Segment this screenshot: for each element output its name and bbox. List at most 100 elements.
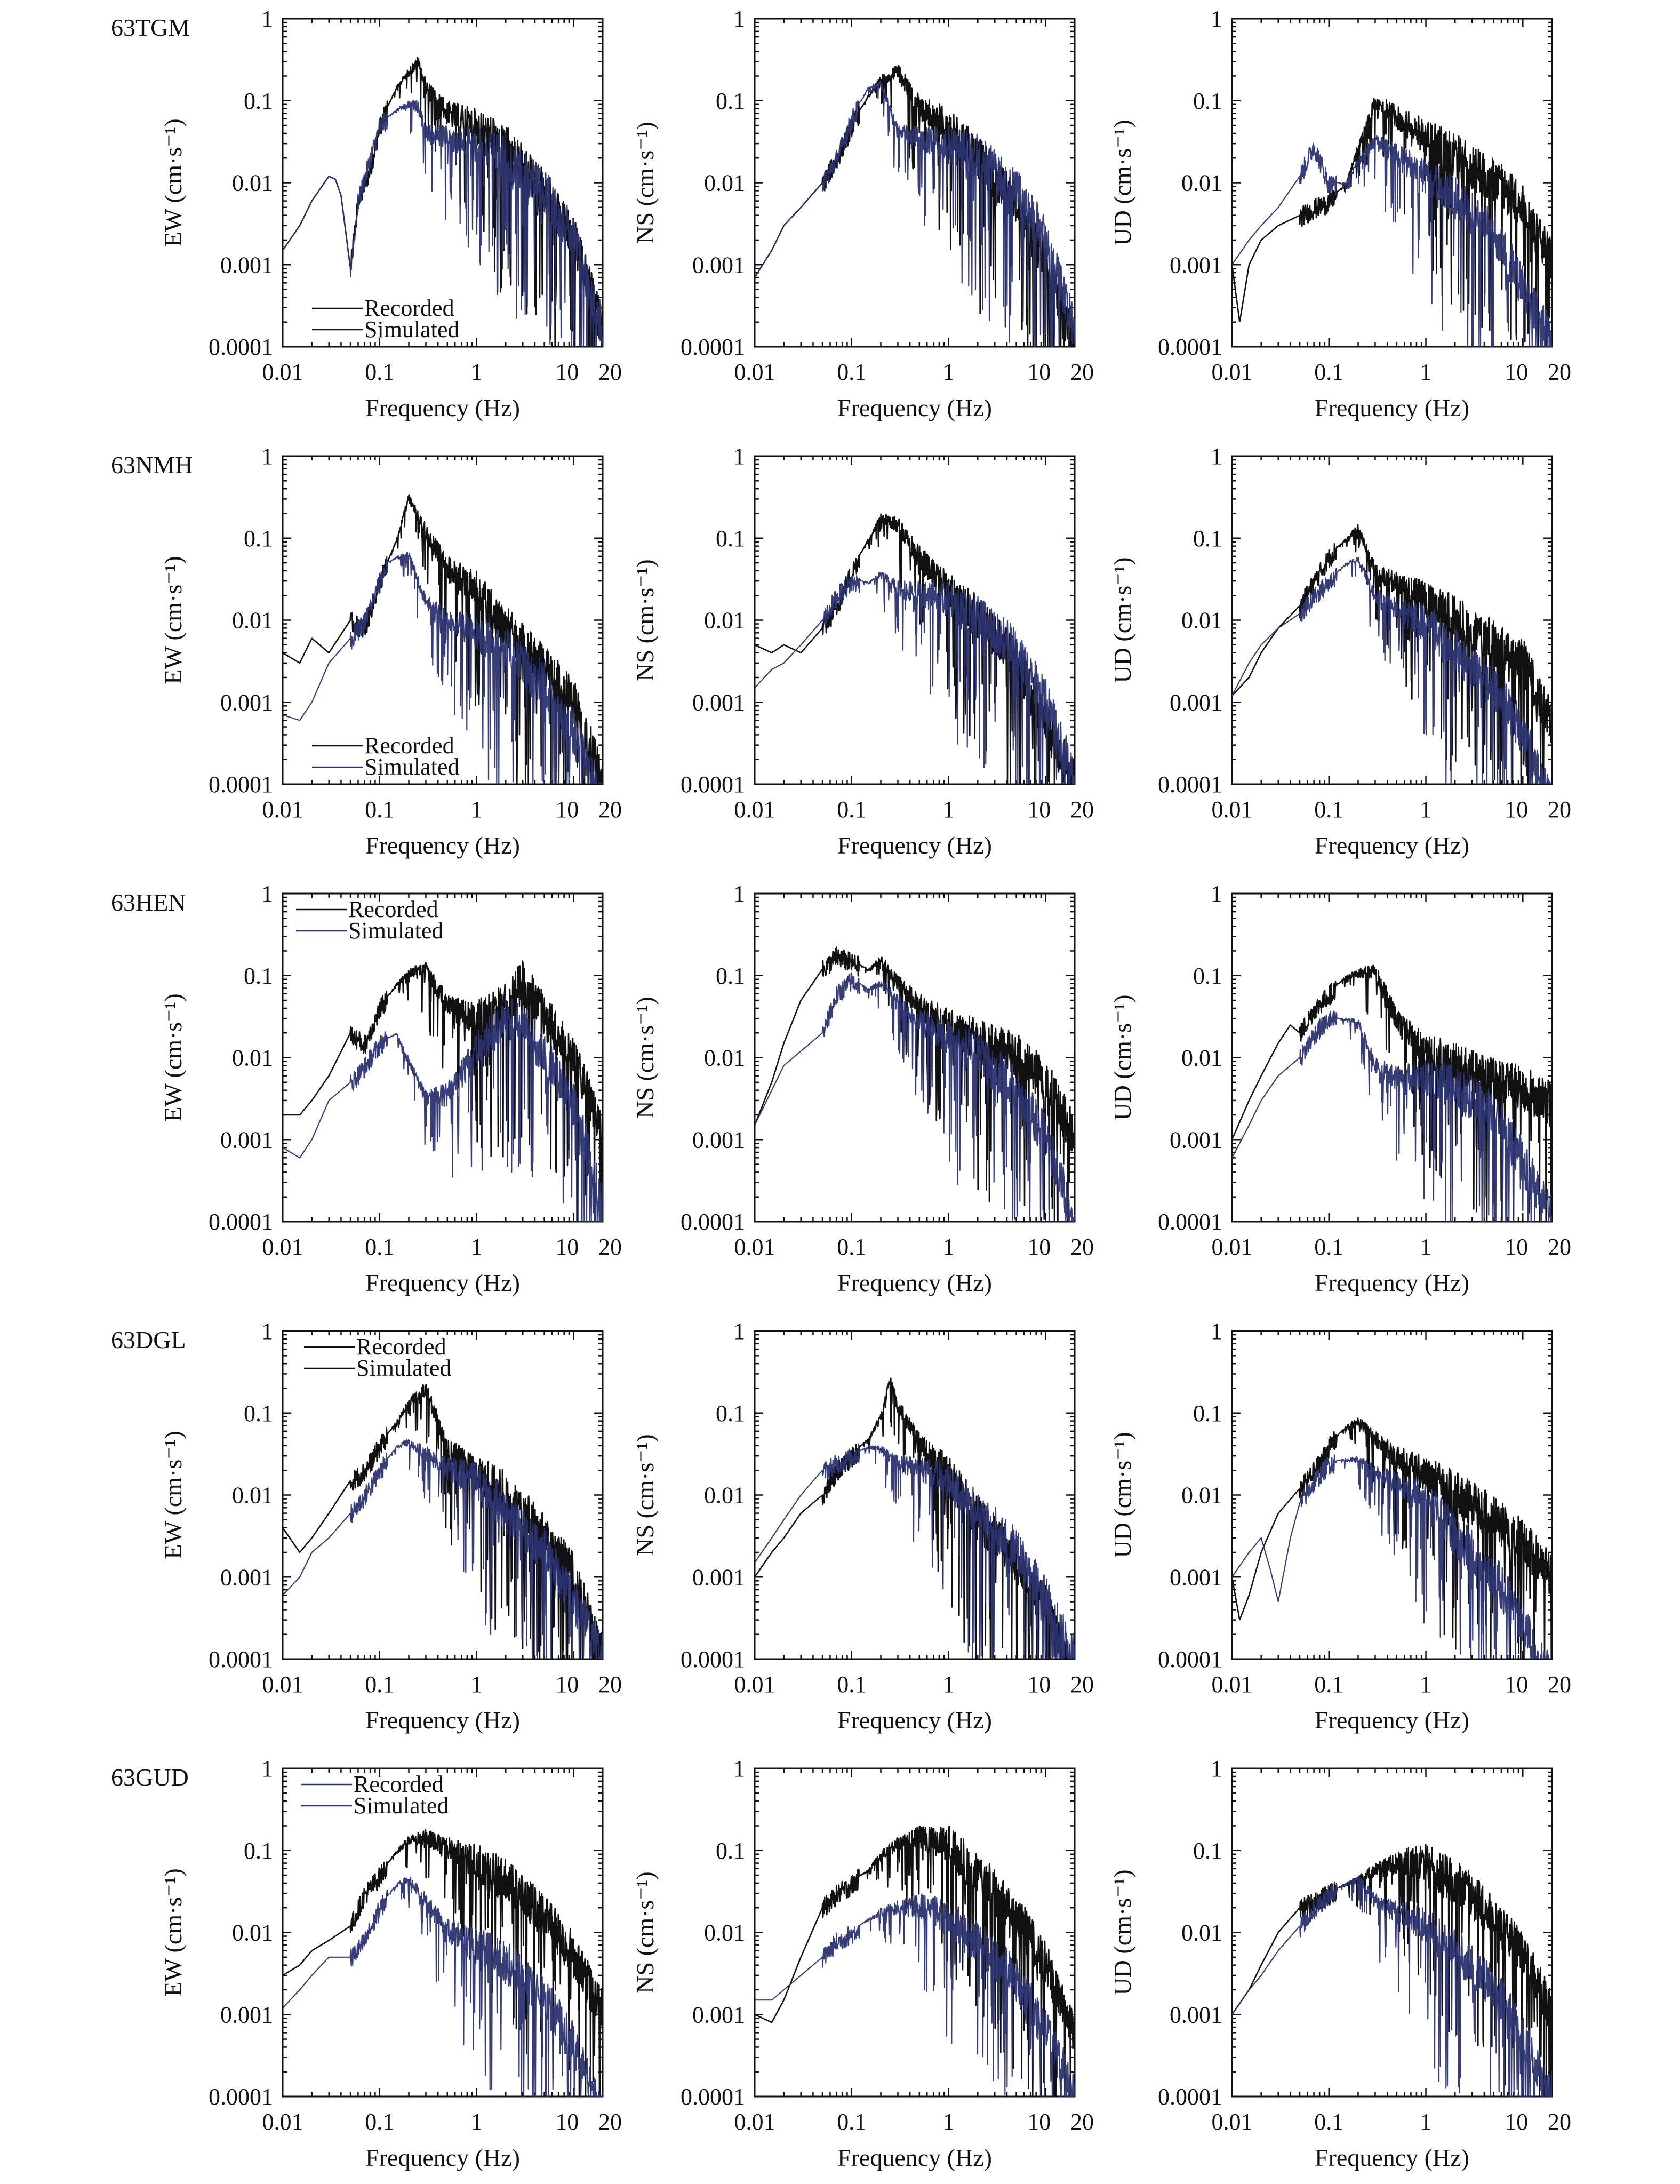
y-tick-label: 0.001: [692, 1564, 745, 1590]
x-tick-label: 0.01: [1212, 1671, 1253, 1697]
y-tick-label: 1: [733, 881, 745, 907]
x-tick-label: 0.01: [1212, 2109, 1253, 2135]
plot-area: [1232, 964, 1552, 1222]
spectrum-panel-63tgm-ew: 0.01 0.1 1 10 20 0.0001 0.001 0.01 0.1 1 Frequency…: [111, 6, 622, 421]
x-tick-label: 1: [943, 1671, 955, 1697]
x-tick-label: 0.01: [262, 359, 303, 385]
x-axis-label: Frequency (Hz): [837, 1707, 992, 1734]
x-tick-label: 0.01: [262, 796, 303, 823]
x-tick-label: 1: [943, 2109, 955, 2135]
series-line-simulated: [1232, 1010, 1552, 1222]
x-tick-label: 1: [943, 796, 955, 823]
y-axis-label: EW (cm·s⁻¹): [159, 993, 187, 1121]
x-tick-label: 0.01: [734, 1234, 775, 1260]
x-tick-label: 20: [598, 2109, 622, 2135]
legend-label-simulated: Simulated: [356, 1355, 451, 1381]
legend-label-recorded: Recorded: [356, 1334, 446, 1360]
x-tick-label: 10: [1505, 359, 1528, 385]
plot-area: [283, 960, 603, 1222]
y-tick-label: 0.01: [704, 170, 745, 196]
y-tick-label: 0.1: [716, 1838, 745, 1864]
plot-area: [283, 1829, 603, 2097]
series-line-recorded: [755, 946, 1075, 1222]
y-tick-label: 0.01: [1181, 1920, 1222, 1946]
y-tick-label: 0.0001: [209, 334, 273, 360]
spectrum-panel-63hen-ud: 0.01 0.1 1 10 20 0.0001 0.001 0.01 0.1 1 Frequency…: [1109, 881, 1571, 1296]
y-axis-label: EW (cm·s⁻¹): [159, 1431, 187, 1559]
y-tick-label: 0.1: [1193, 88, 1222, 114]
series-line-simulated: [755, 80, 1075, 347]
y-tick-label: 1: [1211, 443, 1222, 469]
x-tick-label: 0.1: [365, 2109, 394, 2135]
x-axis-label: Frequency (Hz): [365, 1269, 520, 1296]
y-axis-label: NS (cm·s⁻¹): [631, 122, 659, 243]
spectrum-panel-63tgm-ns: 0.01 0.1 1 10 20 0.0001 0.001 0.01 0.1 1 Frequency…: [631, 6, 1094, 421]
plot-area: [755, 513, 1075, 784]
y-tick-label: 0.0001: [1158, 1209, 1222, 1235]
y-tick-label: 1: [261, 1318, 273, 1344]
plot-area: [1232, 1844, 1552, 2097]
x-tick-label: 10: [555, 2109, 579, 2135]
x-tick-label: 20: [598, 1234, 622, 1260]
spectrum-panel-63gud-ew: 0.01 0.1 1 10 20 0.0001 0.001 0.01 0.1 1 Frequency…: [111, 1756, 622, 2171]
y-tick-label: 1: [261, 443, 273, 469]
plot-area: [755, 1377, 1075, 1659]
x-tick-label: 1: [471, 359, 483, 385]
y-tick-label: 0.0001: [681, 1209, 745, 1235]
series-line-simulated: [755, 1893, 1075, 2097]
series-line-simulated: [283, 1876, 603, 2097]
y-tick-label: 0.1: [1193, 525, 1222, 552]
spectrum-panel-63nmh-ew: 0.01 0.1 1 10 20 0.0001 0.001 0.01 0.1 1 Frequency…: [111, 443, 622, 859]
series-line-recorded: [755, 1826, 1075, 2097]
x-axis-label: Frequency (Hz): [837, 1269, 992, 1296]
x-tick-label: 20: [1548, 1234, 1571, 1260]
x-tick-label: 0.1: [1314, 359, 1343, 385]
x-tick-label: 0.01: [1212, 796, 1253, 823]
y-tick-label: 1: [261, 881, 273, 907]
x-tick-label: 0.1: [837, 796, 866, 823]
plot-frame: [1231, 892, 1553, 1223]
y-tick-label: 1: [1211, 1756, 1222, 1782]
y-tick-label: 0.0001: [1158, 2084, 1222, 2110]
y-tick-label: 0.1: [1193, 963, 1222, 989]
x-tick-label: 20: [1070, 2109, 1094, 2135]
x-tick-label: 0.01: [262, 1234, 303, 1260]
legend-label-recorded: Recorded: [354, 1771, 444, 1797]
x-tick-label: 0.1: [837, 1234, 866, 1260]
series-line-recorded: [283, 494, 603, 784]
x-tick-label: 0.1: [837, 1671, 866, 1697]
legend-label-simulated: Simulated: [364, 316, 459, 342]
series-line-recorded: [283, 1829, 603, 2097]
y-tick-label: 0.1: [716, 525, 745, 552]
y-tick-label: 0.001: [220, 1564, 273, 1590]
x-tick-label: 0.1: [365, 1671, 394, 1697]
y-tick-label: 0.01: [232, 1482, 273, 1509]
y-tick-label: 0.0001: [681, 2084, 745, 2110]
x-axis-label: Frequency (Hz): [837, 2144, 992, 2171]
x-tick-label: 0.1: [837, 359, 866, 385]
series-line-simulated: [1232, 556, 1552, 784]
x-tick-label: 0.1: [365, 796, 394, 823]
y-tick-label: 1: [261, 6, 273, 32]
y-tick-label: 0.0001: [1158, 771, 1222, 798]
x-tick-label: 0.1: [365, 359, 394, 385]
y-tick-label: 0.1: [716, 963, 745, 989]
y-tick-label: 1: [1211, 1318, 1222, 1344]
x-axis-label: Frequency (Hz): [1315, 1269, 1469, 1296]
y-tick-label: 0.001: [1170, 2002, 1222, 2028]
plot-area: [1232, 98, 1552, 347]
series-line-recorded: [755, 1377, 1075, 1659]
x-tick-label: 20: [598, 796, 622, 823]
series-line-simulated: [755, 571, 1075, 784]
series-line-simulated: [755, 972, 1075, 1222]
station-label: 63HEN: [111, 889, 186, 916]
x-tick-label: 20: [1070, 359, 1094, 385]
x-tick-label: 0.1: [1314, 2109, 1343, 2135]
y-tick-label: 0.01: [704, 608, 745, 634]
x-tick-label: 10: [1027, 1671, 1051, 1697]
x-tick-label: 1: [943, 359, 955, 385]
x-tick-label: 20: [1548, 796, 1571, 823]
x-tick-label: 0.01: [734, 359, 775, 385]
y-tick-label: 1: [1211, 881, 1222, 907]
